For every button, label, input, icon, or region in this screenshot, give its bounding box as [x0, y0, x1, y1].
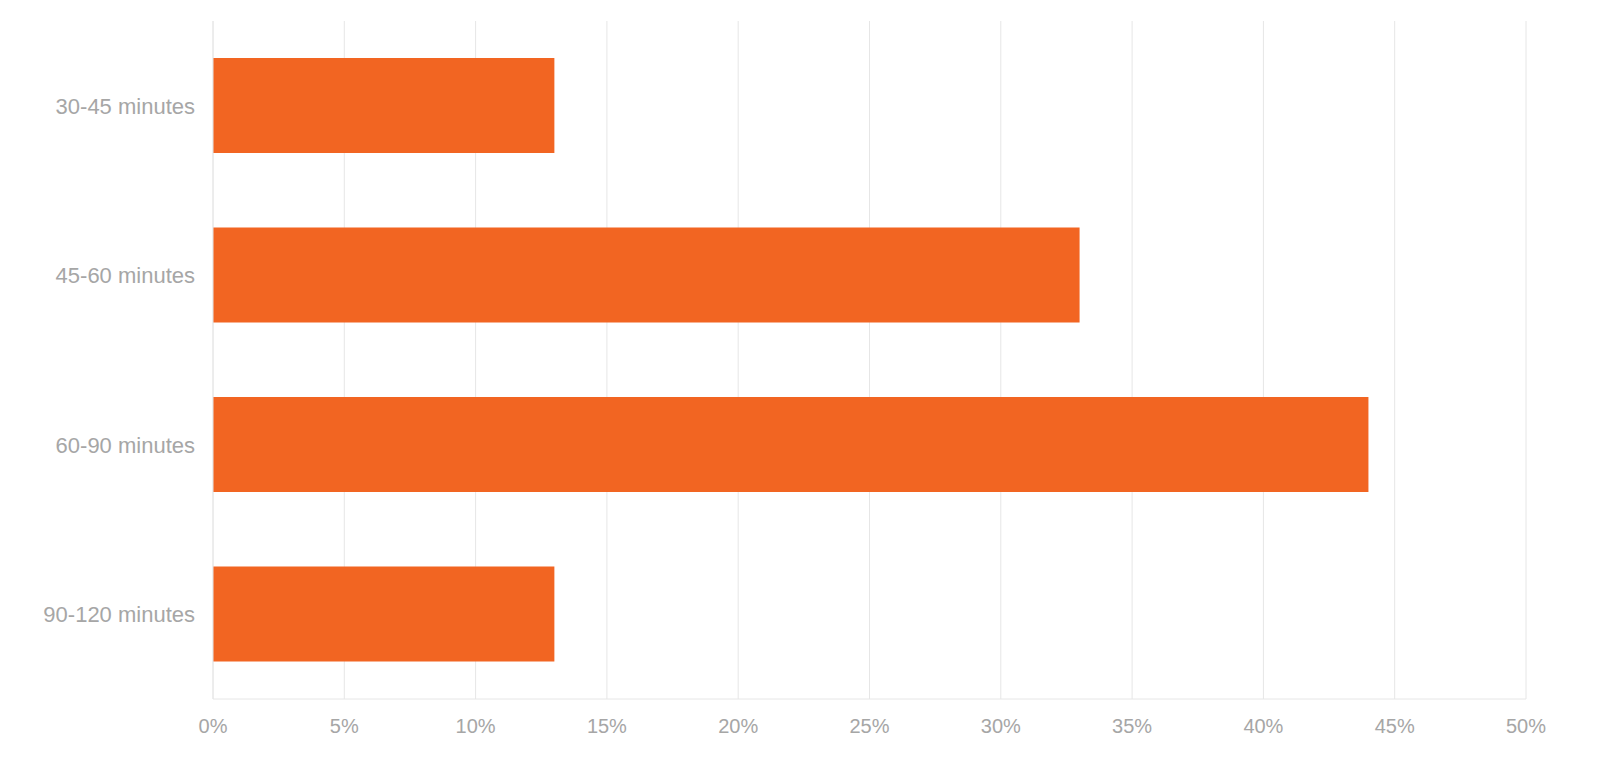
svg-text:40%: 40%: [1243, 715, 1283, 737]
svg-text:45-60 minutes: 45-60 minutes: [56, 263, 195, 288]
svg-text:45%: 45%: [1375, 715, 1415, 737]
svg-text:5%: 5%: [330, 715, 359, 737]
svg-text:90-120 minutes: 90-120 minutes: [43, 602, 195, 627]
svg-text:25%: 25%: [849, 715, 889, 737]
svg-text:30-45 minutes: 30-45 minutes: [56, 94, 195, 119]
svg-text:50%: 50%: [1506, 715, 1546, 737]
svg-text:15%: 15%: [587, 715, 627, 737]
svg-text:35%: 35%: [1112, 715, 1152, 737]
svg-text:30%: 30%: [981, 715, 1021, 737]
svg-text:0%: 0%: [199, 715, 228, 737]
svg-text:10%: 10%: [456, 715, 496, 737]
svg-text:60-90 minutes: 60-90 minutes: [56, 433, 195, 458]
svg-text:20%: 20%: [718, 715, 758, 737]
